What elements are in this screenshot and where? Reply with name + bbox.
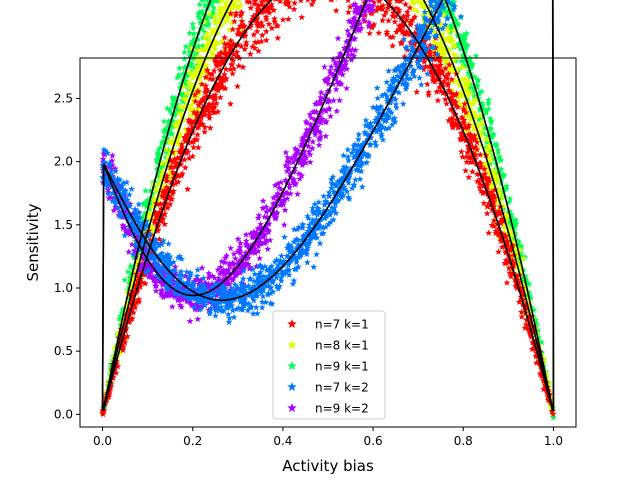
legend-item: n=7 k=2 [287,381,369,395]
legend-item: n=8 k=1 [287,339,369,353]
theory-curve [101,0,555,411]
legend-marker [287,340,297,349]
legend-label: n=9 k=1 [315,360,369,374]
x-tick-label: 0.6 [364,434,383,448]
y-tick-label: 0.5 [54,344,73,358]
scatter-series [99,0,557,418]
scatter-series [99,0,465,326]
legend-label: n=9 k=2 [315,402,369,416]
y-tick-label: 2.5 [54,91,73,105]
legend-item: n=9 k=2 [287,402,369,416]
legend-label: n=7 k=2 [315,381,369,395]
y-axis-ticks: 0.0 0.5 1.0 1.5 2.0 2.5 [54,91,80,421]
y-tick-label: 1.5 [54,218,73,232]
x-tick-label: 0.4 [273,434,292,448]
legend-marker [287,319,297,328]
y-tick-label: 2.0 [54,155,73,169]
y-tick-label: 0.0 [54,407,73,421]
legend-box [272,310,386,420]
x-tick-label: 0.8 [454,434,473,448]
y-axis-label: Sensitivity [24,203,42,281]
x-tick-label: 1.0 [544,434,563,448]
legend-marker [287,403,297,412]
theory-curve [102,0,554,412]
series-markers [99,0,465,326]
legend-label: n=8 k=1 [315,339,369,353]
x-tick-label: 0.2 [183,434,202,448]
legend-marker [287,382,297,391]
y-tick-label: 1.0 [54,281,73,295]
legend-marker [287,361,297,370]
scatter-series [99,0,377,325]
scatter-layer [99,0,557,421]
legend: n=7 k=1 n=8 k=1 n=9 k=1 n=7 k=2 n=9 k=2 [272,310,386,420]
legend-item: n=9 k=1 [287,360,369,374]
legend-item: n=7 k=1 [287,318,369,332]
theory-curve [101,0,555,412]
series-markers [99,0,557,418]
x-tick-label: 0.0 [93,434,112,448]
plot-frame [79,57,577,428]
x-axis-label: Activity bias [282,457,374,475]
legend-label: n=7 k=1 [315,318,369,332]
theory-curves [101,0,555,412]
theory-curve [101,0,555,411]
series-markers [99,0,377,325]
theory-curve [101,0,555,411]
x-axis-ticks: 0.0 0.2 0.4 0.6 0.8 1.0 [93,427,563,448]
